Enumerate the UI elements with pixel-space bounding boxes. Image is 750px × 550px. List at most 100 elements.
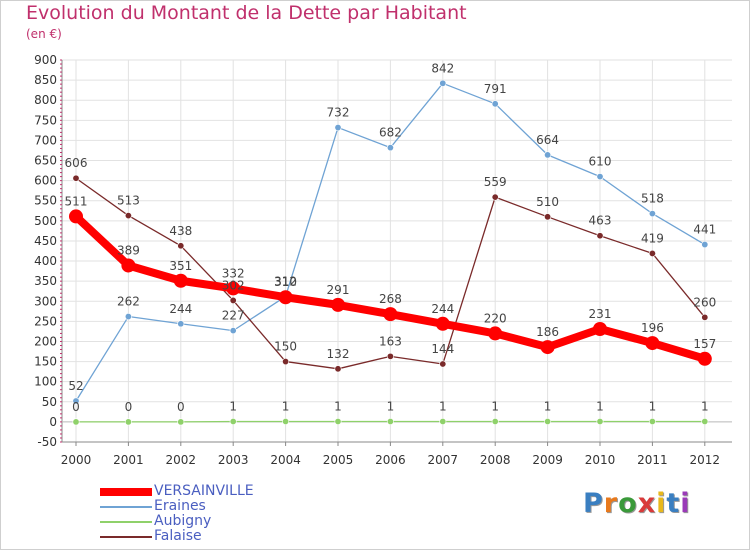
data-point-versainville [593,322,607,337]
x-tick-label: 2000 [61,453,92,467]
plot-area [62,60,732,442]
data-label-eraines: 791 [484,82,507,96]
data-label-versainville: 332 [222,266,245,280]
legend-swatch [100,521,152,523]
data-point-falaise [439,360,447,368]
data-point-eraines [177,320,185,328]
data-label-eraines: 610 [589,155,612,169]
data-label-versainville: 389 [117,243,140,257]
data-point-falaise [648,249,656,257]
data-point-versainville [383,307,398,322]
data-label-eraines: 52 [68,379,83,393]
x-tick-label: 2010 [585,453,616,467]
data-point-falaise [544,213,552,221]
data-label-versainville: 310 [274,275,297,289]
data-label-eraines: 312 [274,274,297,288]
data-point-eraines [72,397,80,405]
data-point-versainville [540,340,555,355]
data-point-falaise [124,212,132,220]
data-label-versainville: 186 [536,325,559,339]
data-point-versainville [226,281,241,296]
x-tick-label: 2012 [690,453,721,467]
data-label-falaise: 438 [169,224,192,238]
legend-label: Falaise [154,528,202,544]
data-label-eraines: 262 [117,295,140,309]
data-point-versainville [278,290,293,305]
data-point-eraines [544,151,552,159]
proxiti-logo: Proxiti [583,488,691,519]
data-label-falaise: 132 [327,347,350,361]
data-point-aubigny [544,417,552,425]
legend-label: Aubigny [154,513,212,529]
y-tick-label: 850 [34,73,57,87]
data-point-aubigny [334,417,342,425]
data-point-aubigny [491,417,499,425]
legend-swatch [100,488,152,496]
data-point-eraines [439,79,447,87]
data-label-aubigny: 1 [596,399,604,413]
y-tick-label: 550 [34,194,57,208]
data-point-aubigny [72,418,80,426]
data-label-versainville: 268 [379,292,402,306]
data-label-versainville: 157 [693,337,716,351]
data-point-falaise [177,242,185,250]
y-tick-label: 600 [34,174,57,188]
data-point-eraines [648,210,656,218]
chart-unit-label: (en €) [26,27,62,41]
data-point-versainville [697,351,712,366]
data-label-eraines: 842 [431,61,454,75]
data-label-eraines: 244 [169,302,192,316]
data-label-versainville: 244 [431,302,454,316]
data-label-falaise: 463 [589,214,612,228]
x-tick-label: 2004 [270,453,301,467]
data-point-versainville [645,336,660,351]
y-tick-label: -50 [37,435,57,449]
data-point-eraines [701,241,709,249]
data-label-versainville: 220 [484,311,507,325]
data-label-aubigny: 0 [72,400,80,414]
x-tick-label: 2001 [113,453,144,467]
data-point-versainville [435,316,450,331]
data-point-aubigny [177,418,185,426]
data-label-falaise: 559 [484,175,507,189]
y-tick-label: 700 [34,133,57,147]
x-tick-label: 2007 [428,453,459,467]
data-point-eraines [334,124,342,132]
x-tick-label: 2011 [637,453,668,467]
grid-lines [62,59,732,443]
data-label-aubigny: 1 [649,399,657,413]
data-point-falaise [282,358,290,366]
data-label-versainville: 291 [327,283,350,297]
data-point-falaise [596,232,604,240]
data-label-aubigny: 1 [387,399,395,413]
data-point-versainville [173,273,188,288]
data-label-aubigny: 1 [282,399,290,413]
y-tick-label: 650 [34,154,57,168]
y-tick-label: 150 [34,355,57,369]
data-label-eraines: 664 [536,133,559,147]
data-label-aubigny: 1 [701,399,709,413]
data-label-falaise: 163 [379,334,402,348]
data-label-versainville: 511 [65,194,88,208]
data-label-aubigny: 1 [491,399,499,413]
y-tick-label: 800 [34,93,57,107]
data-label-versainville: 196 [641,321,664,335]
data-label-aubigny: 0 [125,400,133,414]
x-tick-label: 2009 [532,453,563,467]
y-tick-label: 350 [34,274,57,288]
data-point-aubigny [701,417,709,425]
data-point-aubigny [648,417,656,425]
data-point-versainville [488,326,503,341]
y-tick-label: 750 [34,113,57,127]
y-tick-label: 200 [34,334,57,348]
data-label-aubigny: 0 [177,400,185,414]
data-point-falaise [386,352,394,360]
data-point-versainville [331,297,345,312]
data-label-aubigny: 1 [229,399,237,413]
y-tick-label: 250 [34,314,57,328]
chart-title: Evolution du Montant de la Dette par Hab… [26,2,467,24]
data-point-aubigny [439,417,447,425]
data-point-eraines [386,144,394,152]
data-label-falaise: 302 [222,278,245,292]
y-axis-ticks: -50 0 50 100 150 200 250 300 350 400 450 500 550 600 6… [34,53,57,449]
